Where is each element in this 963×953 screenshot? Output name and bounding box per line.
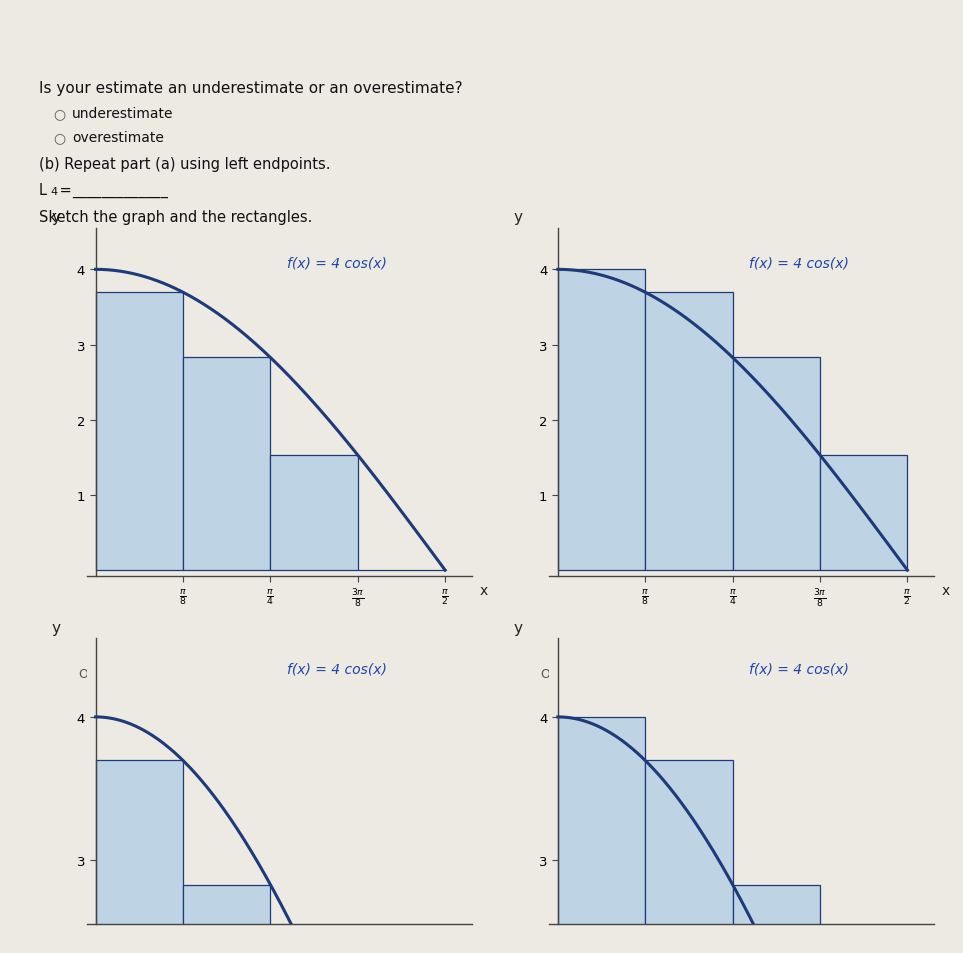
Text: _____________: _____________ bbox=[72, 183, 169, 198]
Bar bbox=[820, 456, 907, 571]
Text: f(x) = 4 cos(x): f(x) = 4 cos(x) bbox=[749, 661, 849, 676]
Bar bbox=[183, 358, 271, 571]
Bar bbox=[558, 270, 645, 571]
Y-axis label: y: y bbox=[51, 620, 61, 636]
Text: f(x) = 4 cos(x): f(x) = 4 cos(x) bbox=[287, 661, 387, 676]
Bar bbox=[183, 884, 271, 953]
X-axis label: x: x bbox=[942, 583, 950, 598]
Text: ○: ○ bbox=[53, 107, 65, 121]
Text: overestimate: overestimate bbox=[72, 131, 164, 145]
Text: =: = bbox=[55, 183, 71, 198]
Text: O: O bbox=[78, 667, 89, 680]
Text: (b) Repeat part (a) using left endpoints.: (b) Repeat part (a) using left endpoints… bbox=[39, 157, 330, 172]
Bar bbox=[733, 358, 820, 571]
Y-axis label: y: y bbox=[513, 620, 523, 636]
Bar bbox=[271, 456, 358, 571]
Bar bbox=[95, 293, 183, 571]
Bar bbox=[558, 718, 645, 953]
Bar bbox=[95, 760, 183, 953]
Bar bbox=[645, 293, 733, 571]
Bar bbox=[733, 884, 820, 953]
Text: Sketch the graph and the rectangles.: Sketch the graph and the rectangles. bbox=[39, 210, 312, 225]
Text: Is your estimate an underestimate or an overestimate?: Is your estimate an underestimate or an … bbox=[39, 81, 462, 96]
Y-axis label: y: y bbox=[513, 211, 523, 225]
Text: ○: ○ bbox=[53, 131, 65, 145]
Text: 4: 4 bbox=[50, 187, 57, 196]
X-axis label: x: x bbox=[480, 583, 487, 598]
Y-axis label: y: y bbox=[51, 211, 61, 225]
Text: O: O bbox=[540, 667, 551, 680]
Text: underestimate: underestimate bbox=[72, 107, 173, 121]
Text: L: L bbox=[39, 183, 46, 198]
Text: f(x) = 4 cos(x): f(x) = 4 cos(x) bbox=[287, 256, 387, 271]
Text: f(x) = 4 cos(x): f(x) = 4 cos(x) bbox=[749, 256, 849, 271]
Bar bbox=[645, 760, 733, 953]
